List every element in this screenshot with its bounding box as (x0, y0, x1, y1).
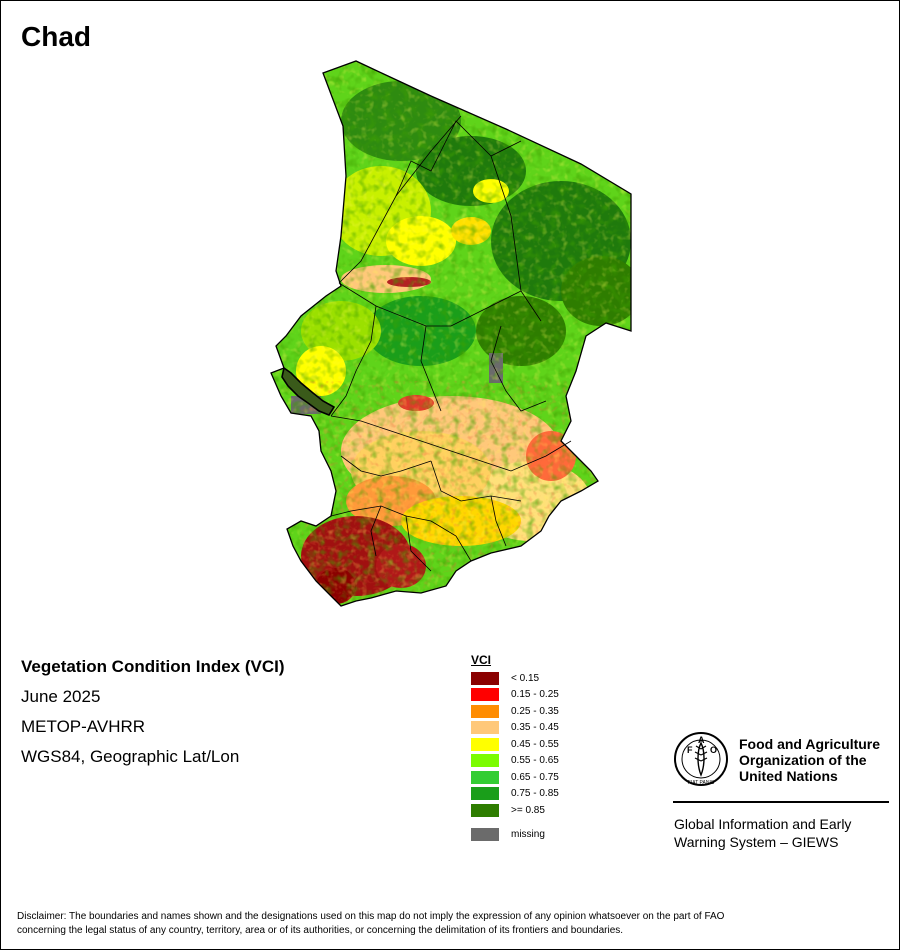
period-label: June 2025 (21, 687, 101, 706)
emblem-motto: FIAT PANIS (688, 780, 715, 786)
emblem-letter-f: F (687, 745, 693, 755)
legend-swatch (471, 671, 499, 685)
map-info: Vegetation Condition Index (VCI) June 20… (21, 657, 285, 777)
legend-label: 0.25 - 0.35 (511, 705, 559, 717)
legend-swatch (471, 688, 499, 701)
giews-line1: Global Information and Early (674, 816, 852, 832)
map-title: Chad (21, 21, 91, 52)
legend-item: 0.65 - 0.75 (471, 769, 559, 785)
legend: VCI < 0.15 0.15 - 0.25 0.25 - 0.35 0.35 … (471, 653, 559, 843)
legend-swatch-missing (471, 827, 499, 841)
legend-item: 0.55 - 0.65 (471, 753, 559, 769)
legend-item: 0.75 - 0.85 (471, 786, 559, 802)
fao-emblem-icon: F A O FIAT PANIS (674, 732, 728, 786)
emblem-letter-o: O (710, 745, 717, 755)
legend-swatch (471, 787, 499, 800)
legend-label: 0.15 - 0.25 (511, 689, 559, 700)
legend-item: 0.15 - 0.25 (471, 687, 559, 703)
sensor-label: METOP-AVHRR (21, 717, 146, 736)
legend-title: VCI (471, 653, 492, 667)
disclaimer-line1: Disclaimer: The boundaries and names sho… (17, 911, 725, 922)
legend-item: >= 0.85 (471, 802, 559, 818)
legend-swatch (471, 770, 499, 784)
legend-swatch (471, 704, 499, 718)
legend-item: 0.35 - 0.45 (471, 720, 559, 736)
giews-line2: Warning System – GIEWS (674, 834, 839, 850)
legend-label: 0.75 - 0.85 (511, 788, 559, 799)
legend-item: < 0.15 (471, 670, 559, 686)
giews-name: Global Information and Early Warning Sys… (674, 815, 874, 851)
fao-name: Food and Agriculture Organization of the… (739, 736, 899, 784)
legend-label: < 0.15 (511, 672, 540, 684)
fao-name-line2: Organization of the (739, 752, 867, 768)
logo-divider (673, 801, 889, 803)
legend-item: 0.45 - 0.55 (471, 736, 559, 752)
legend-swatch (471, 754, 499, 767)
admin-boundaries (330, 115, 572, 572)
projection-label: WGS84, Geographic Lat/Lon (21, 747, 240, 766)
legend-swatch (471, 721, 499, 734)
legend-label-missing: missing (511, 828, 545, 840)
legend-swatch (471, 803, 499, 817)
legend-label: >= 0.85 (511, 804, 545, 816)
legend-label: 0.65 - 0.75 (511, 771, 559, 783)
legend-label: 0.45 - 0.55 (511, 738, 559, 750)
legend-label: 0.35 - 0.45 (511, 722, 559, 733)
index-title: Vegetation Condition Index (VCI) (21, 657, 285, 676)
legend-swatch (471, 737, 499, 751)
vci-texture (271, 61, 631, 606)
legend-item-missing: missing (471, 826, 559, 842)
emblem-letter-a: A (698, 735, 705, 745)
disclaimer-line2: concerning the legal status of any count… (17, 925, 624, 936)
legend-label: 0.55 - 0.65 (511, 755, 559, 766)
lake-chad (281, 366, 336, 416)
legend-item: 0.25 - 0.35 (471, 703, 559, 719)
fao-name-line3: United Nations (739, 768, 838, 784)
fao-name-line1: Food and Agriculture (739, 736, 881, 752)
disclaimer: Disclaimer: The boundaries and names sho… (17, 910, 887, 938)
